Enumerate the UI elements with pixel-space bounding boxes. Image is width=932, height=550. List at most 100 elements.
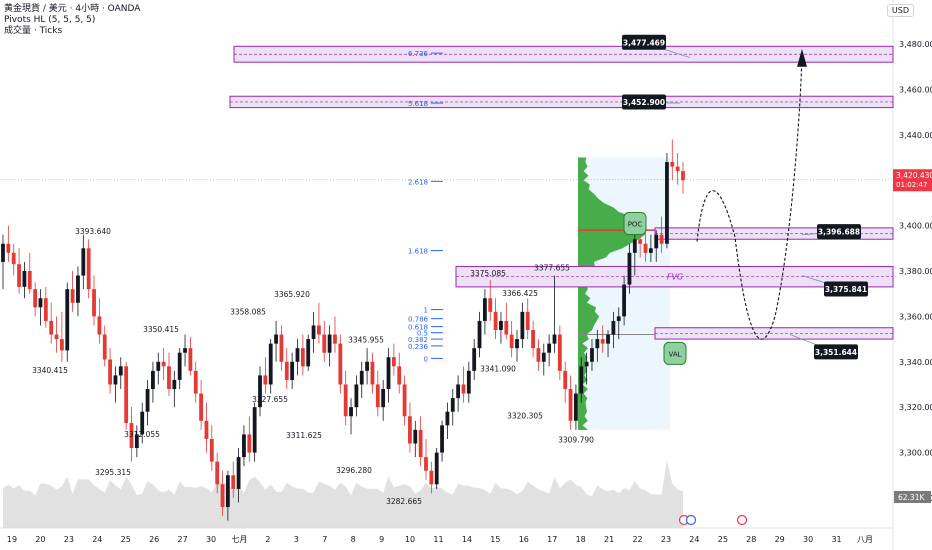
candle-body xyxy=(65,289,70,351)
candle-body xyxy=(595,339,600,349)
time-tick-label: 8 xyxy=(351,535,356,544)
candle-body xyxy=(391,357,396,367)
candle-body xyxy=(70,289,75,303)
price-tick-label: 3,300.000 xyxy=(899,449,932,458)
pivots-indicator-label[interactable]: Pivots HL (5, 5, 5, 5) xyxy=(4,15,96,25)
candle-body xyxy=(622,284,627,317)
time-tick-label: 14 xyxy=(462,535,472,544)
time-tick-label: 2 xyxy=(265,535,270,544)
price-tick-label: 3,360.000 xyxy=(899,312,932,321)
candle-body xyxy=(466,370,471,394)
fvg-label: FVG xyxy=(667,273,683,282)
candle-body xyxy=(563,370,568,390)
event-flag-icon xyxy=(736,514,748,526)
candle-body xyxy=(461,384,466,394)
pivot-label: 3377.655 xyxy=(534,263,570,272)
candle-body xyxy=(456,384,461,399)
candle-body xyxy=(354,384,359,408)
candle-body xyxy=(322,334,327,353)
candle-body xyxy=(675,166,680,172)
pivot-label: 3311.625 xyxy=(286,431,322,440)
candle-body xyxy=(209,438,214,462)
time-tick-label: 20 xyxy=(35,535,45,544)
time-tick-label: 18 xyxy=(576,535,586,544)
current-price-countdown: 01:02:47 xyxy=(896,181,927,189)
candle-body xyxy=(499,320,503,331)
time-tick-label: 23 xyxy=(64,535,74,544)
pivot-label: 3366.425 xyxy=(502,289,538,298)
candle-body xyxy=(434,452,439,485)
candle-body xyxy=(600,339,605,344)
callout-price-label: 3,477.469 xyxy=(623,38,665,47)
candle-body xyxy=(493,311,498,331)
candle-body xyxy=(204,420,209,439)
projection-arrowhead xyxy=(797,48,807,67)
candle-body xyxy=(156,361,161,371)
candle-body xyxy=(17,264,21,287)
candle-body xyxy=(242,434,246,458)
candle-body xyxy=(557,334,562,371)
pivot-label: 3296.280 xyxy=(336,466,372,475)
fib-level-label: 0 xyxy=(424,355,428,363)
fib-level-label: 0.236 xyxy=(408,343,429,351)
callout-box xyxy=(814,344,858,360)
price-tick-label: 3,380.000 xyxy=(899,267,932,276)
fib-level-label: 0.618 xyxy=(408,324,428,332)
candle-body xyxy=(531,330,535,349)
candle-body xyxy=(547,343,552,353)
current-price-tag xyxy=(893,169,932,192)
candle-body xyxy=(552,334,557,344)
time-tick-label: 八月 xyxy=(857,535,873,544)
candle-body xyxy=(429,470,434,485)
candle-body xyxy=(445,411,450,426)
candle-body xyxy=(108,359,112,385)
time-tick-label: 19 xyxy=(7,535,17,544)
time-tick-label: 28 xyxy=(746,535,756,544)
pivot-label: 3340.415 xyxy=(32,366,68,375)
candle-body xyxy=(86,248,91,290)
candle-body xyxy=(247,434,252,453)
pivot-label: 3309.790 xyxy=(558,435,594,444)
price-tick-label: 3,320.000 xyxy=(899,403,932,412)
candle-body xyxy=(231,475,236,489)
candle-body xyxy=(59,339,64,351)
callout-box xyxy=(824,281,868,297)
symbol-title[interactable]: 黄金現貨 / 美元 · 4小時 · OANDA xyxy=(4,4,141,14)
candle-body xyxy=(584,361,589,367)
pivot-label: 3282.665 xyxy=(386,497,422,506)
candle-body xyxy=(424,457,428,471)
candle-body xyxy=(236,457,241,489)
candle-body xyxy=(606,334,610,344)
candle-body xyxy=(450,398,455,412)
candle-body xyxy=(290,361,295,380)
callout-box xyxy=(622,34,666,50)
pivot-label: 3375.085 xyxy=(470,269,506,278)
time-tick-label: 30 xyxy=(803,535,813,544)
fib-level-label: 5.618 xyxy=(408,100,428,108)
candle-body xyxy=(199,393,204,421)
currency-button[interactable]: USD xyxy=(886,4,914,17)
time-tick-label: 27 xyxy=(178,535,188,544)
candle-body xyxy=(627,252,632,285)
candle-body xyxy=(611,320,616,335)
candle-body xyxy=(118,366,123,376)
candle-body xyxy=(477,320,482,349)
candle-body xyxy=(97,316,102,335)
volume-area xyxy=(3,460,683,528)
candle-body xyxy=(408,416,412,444)
time-tick-label: 22 xyxy=(632,535,642,544)
candle-body xyxy=(11,252,16,265)
candle-body xyxy=(488,298,493,312)
candle-body xyxy=(670,162,675,167)
candle-body xyxy=(568,389,573,421)
time-tick-label: 10 xyxy=(405,535,415,544)
candle-body xyxy=(590,348,594,362)
time-tick-label: 15 xyxy=(490,535,500,544)
candle-body xyxy=(365,361,369,371)
fib-level-label: 1.618 xyxy=(408,248,428,256)
candle-body xyxy=(333,334,337,344)
candle-body xyxy=(102,334,107,360)
volume-indicator-label[interactable]: 成交量 · Ticks xyxy=(4,26,63,36)
pivot-label: 3393.640 xyxy=(75,227,111,236)
